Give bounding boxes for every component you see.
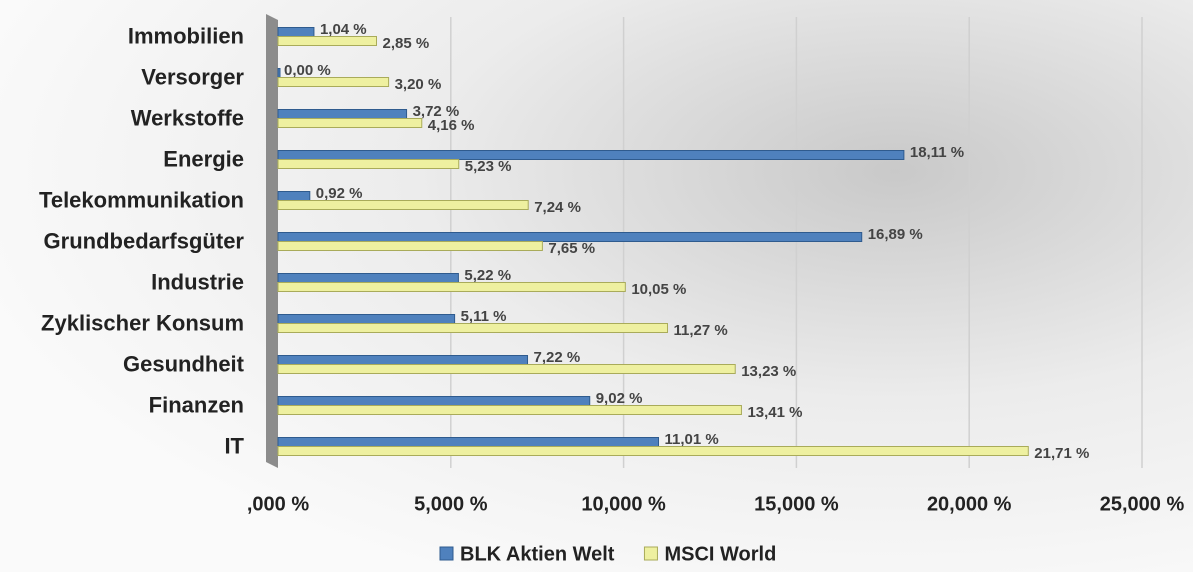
value-label: 11,01 % xyxy=(665,431,719,448)
y-tick-label: Telekommunikation xyxy=(39,187,244,212)
bar xyxy=(277,323,668,333)
bar xyxy=(277,77,390,87)
y-tick-label: Grundbedarfsgüter xyxy=(44,228,245,253)
value-label: 18,11 % xyxy=(910,144,964,161)
bar xyxy=(277,118,423,128)
x-tick-label: 25,000 % xyxy=(1100,493,1185,515)
bar xyxy=(277,396,591,406)
bar xyxy=(277,355,529,365)
value-label: 5,11 % xyxy=(461,308,507,325)
y-tick-label: Versorger xyxy=(141,64,244,89)
value-label: 21,71 % xyxy=(1034,445,1089,462)
bar xyxy=(277,241,543,251)
value-label: 9,02 % xyxy=(596,390,643,407)
value-label: 7,22 % xyxy=(534,349,581,366)
value-label: 3,20 % xyxy=(395,76,442,93)
value-label: 11,27 % xyxy=(673,322,727,339)
bar xyxy=(277,364,736,374)
y-tick-label: Industrie xyxy=(151,269,244,294)
value-label: 7,24 % xyxy=(534,199,581,216)
x-tick-label: 20,000 % xyxy=(927,493,1012,515)
value-label: 16,89 % xyxy=(868,226,923,243)
bar xyxy=(277,150,905,160)
x-tick-label: 15,000 % xyxy=(754,493,839,515)
value-label: 0,92 % xyxy=(316,185,363,202)
value-label: 13,23 % xyxy=(741,363,796,380)
bar xyxy=(277,200,529,210)
y-tick-label: Energie xyxy=(163,146,244,171)
y-tick-label: Gesundheit xyxy=(123,351,245,376)
bar xyxy=(277,68,281,78)
bar xyxy=(277,191,311,201)
value-label: 7,65 % xyxy=(548,240,595,257)
x-tick-label: ,000 % xyxy=(247,493,309,515)
value-label: 13,41 % xyxy=(747,404,802,421)
bar xyxy=(277,159,460,169)
bar xyxy=(277,109,408,119)
y-tick-label: Zyklischer Konsum xyxy=(41,310,244,335)
value-label: 1,04 % xyxy=(320,21,367,38)
value-label: 3,72 % xyxy=(413,103,460,120)
y-tick-label: IT xyxy=(224,433,244,458)
bar xyxy=(277,232,863,242)
value-label: 5,22 % xyxy=(464,267,511,284)
bar xyxy=(277,446,1029,456)
bar xyxy=(277,282,626,292)
y-tick-label: Werkstoffe xyxy=(131,105,244,130)
legend-swatch xyxy=(439,546,454,561)
value-label: 4,16 % xyxy=(428,117,475,134)
y-tick-label: Immobilien xyxy=(128,23,244,48)
bar xyxy=(277,314,456,324)
x-tick-label: 10,000 % xyxy=(581,493,666,515)
legend-swatch xyxy=(643,546,658,561)
legend-label: MSCI World xyxy=(664,543,776,565)
bar xyxy=(277,36,377,46)
value-label: 0,00 % xyxy=(284,62,331,79)
axis-wall xyxy=(266,14,278,468)
value-label: 5,23 % xyxy=(465,158,512,175)
bar xyxy=(277,27,315,37)
value-label: 10,05 % xyxy=(631,281,686,298)
x-tick-label: 5,000 % xyxy=(414,493,488,515)
bar xyxy=(277,437,660,447)
value-label: 2,85 % xyxy=(382,35,429,52)
legend-label: BLK Aktien Welt xyxy=(460,543,615,565)
bar xyxy=(277,273,459,283)
bar xyxy=(277,405,742,415)
y-tick-label: Finanzen xyxy=(149,392,244,417)
